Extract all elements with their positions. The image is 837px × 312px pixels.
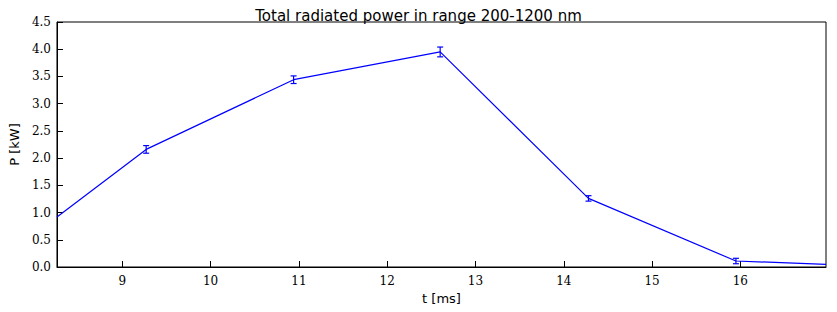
svg-text:4.5: 4.5	[32, 15, 51, 29]
svg-text:1.5: 1.5	[32, 178, 51, 192]
svg-text:0.5: 0.5	[32, 233, 51, 247]
svg-text:2.5: 2.5	[32, 124, 51, 138]
svg-text:t [ms]: t [ms]	[422, 291, 461, 306]
svg-text:3.5: 3.5	[32, 69, 51, 83]
svg-text:15: 15	[644, 274, 659, 288]
svg-text:3.0: 3.0	[32, 97, 51, 111]
svg-text:14: 14	[556, 274, 572, 288]
svg-text:0.0: 0.0	[32, 260, 51, 274]
svg-text:9: 9	[118, 274, 126, 288]
svg-text:13: 13	[468, 274, 483, 288]
svg-text:P [kW]: P [kW]	[7, 123, 22, 166]
svg-text:11: 11	[291, 274, 306, 288]
svg-text:16: 16	[733, 274, 748, 288]
svg-text:12: 12	[380, 274, 395, 288]
svg-text:1.0: 1.0	[32, 206, 51, 220]
svg-text:10: 10	[203, 274, 218, 288]
svg-text:4.0: 4.0	[32, 42, 51, 56]
svg-text:Total radiated power in range: Total radiated power in range 200-1200 n…	[254, 7, 582, 25]
svg-text:2.0: 2.0	[32, 151, 51, 165]
